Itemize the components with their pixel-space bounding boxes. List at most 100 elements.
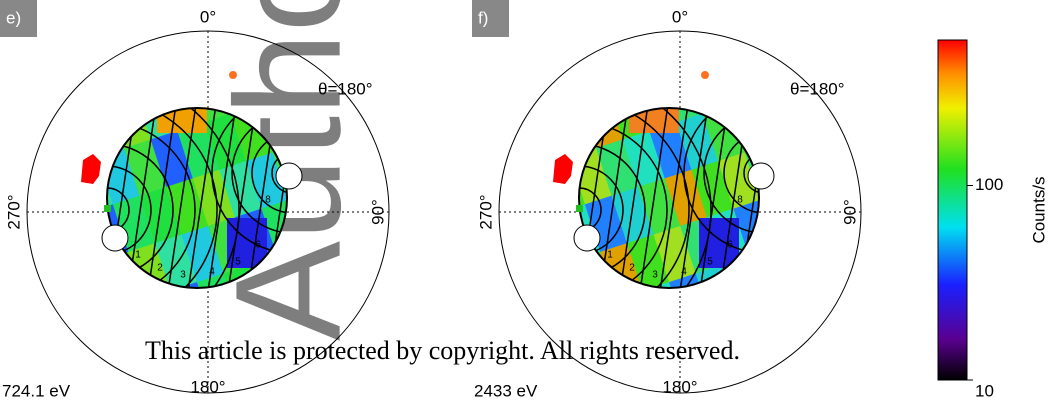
sector-label: 4 xyxy=(681,267,687,278)
blob xyxy=(553,154,573,184)
marker xyxy=(576,205,583,212)
tick-label: 10 xyxy=(975,381,994,400)
map-cell xyxy=(579,108,598,158)
map-cell xyxy=(181,225,225,284)
map-cell xyxy=(714,48,757,105)
contour xyxy=(166,108,198,288)
contour xyxy=(579,108,690,288)
contour xyxy=(579,187,602,233)
panel-label-bg xyxy=(0,0,37,37)
marker xyxy=(701,71,709,79)
blob xyxy=(81,154,101,184)
angle-label: 270° xyxy=(476,194,495,229)
angle-label: 0° xyxy=(672,7,688,26)
map-cell xyxy=(107,108,126,158)
energy-label: 724.1 eV xyxy=(2,381,71,400)
watermark: This article is protected by copyright. … xyxy=(145,336,740,365)
map-cell xyxy=(642,281,686,288)
hole xyxy=(101,224,129,252)
sector-label: 8 xyxy=(737,195,743,206)
contour xyxy=(107,143,174,277)
sector-label: 6 xyxy=(255,240,261,251)
map-cell xyxy=(760,191,803,248)
contour xyxy=(211,108,287,254)
sector-label: 5 xyxy=(707,257,713,268)
angle-label: 90° xyxy=(368,199,387,225)
colorbar-label: Counts/s xyxy=(1029,176,1048,243)
contour xyxy=(146,108,178,288)
contour xyxy=(107,121,196,288)
map-cell xyxy=(584,195,629,253)
sector-label: 1 xyxy=(135,250,141,261)
colorbar xyxy=(937,39,968,381)
map-cell xyxy=(691,160,735,219)
panel-label-bg xyxy=(472,0,509,37)
contour xyxy=(251,132,287,214)
contour xyxy=(703,112,759,234)
map-cell xyxy=(150,130,194,188)
contour xyxy=(579,108,712,288)
sector-label: 1 xyxy=(607,250,613,261)
hole xyxy=(275,162,303,190)
tick-label: 100 xyxy=(975,175,1003,194)
theta-label: θ=180° xyxy=(318,79,373,98)
contour xyxy=(107,108,218,288)
theta-label: θ=180° xyxy=(790,79,845,98)
map-cell xyxy=(245,152,287,210)
sector-label: 3 xyxy=(180,270,186,281)
contour xyxy=(206,108,238,288)
panel-label: f) xyxy=(478,8,488,27)
map-cell xyxy=(124,139,168,197)
contour xyxy=(226,108,258,288)
energy-label: 2433 eV xyxy=(474,381,538,400)
contour xyxy=(231,112,287,234)
contour xyxy=(658,108,690,288)
sector-label: 2 xyxy=(157,263,163,274)
map-cell xyxy=(687,108,731,115)
marker xyxy=(104,205,111,212)
contour xyxy=(723,132,759,214)
hole xyxy=(747,162,775,190)
hole xyxy=(573,224,601,252)
map-cell xyxy=(596,139,640,197)
map-cell xyxy=(776,239,819,296)
contour xyxy=(186,108,218,288)
angle-label: 180° xyxy=(190,377,225,396)
sector-label: 5 xyxy=(235,257,241,268)
sector-label: 3 xyxy=(652,270,658,281)
contour xyxy=(618,108,650,288)
sector-label: 2 xyxy=(629,263,635,274)
contour xyxy=(107,187,130,233)
map-cell xyxy=(219,160,263,219)
contour xyxy=(579,121,668,288)
angle-label: 0° xyxy=(200,7,216,26)
angle-label: 90° xyxy=(840,199,859,225)
disk-edge xyxy=(578,107,760,289)
map-cell xyxy=(112,195,157,253)
sky-map xyxy=(579,48,819,296)
contour xyxy=(743,152,759,194)
contour xyxy=(678,108,710,288)
map-cell xyxy=(748,247,759,288)
map-cell xyxy=(699,218,739,268)
map-cell xyxy=(717,152,759,210)
angle-label: 270° xyxy=(4,194,23,229)
panel-label: e) xyxy=(6,8,21,27)
contour xyxy=(579,143,646,277)
map-cell xyxy=(622,130,666,188)
sector-label: 4 xyxy=(209,267,215,278)
contour xyxy=(579,165,624,255)
contour xyxy=(271,152,287,194)
map-cell xyxy=(227,218,267,268)
sector-label: 6 xyxy=(727,240,733,251)
contour xyxy=(698,108,730,288)
disk-edge xyxy=(106,107,288,289)
marker xyxy=(229,71,237,79)
contour xyxy=(107,108,240,288)
sector-label: 8 xyxy=(265,195,271,206)
contour xyxy=(683,108,759,254)
map-cell xyxy=(203,113,248,171)
contour xyxy=(107,165,152,255)
angle-label: 180° xyxy=(662,377,697,396)
